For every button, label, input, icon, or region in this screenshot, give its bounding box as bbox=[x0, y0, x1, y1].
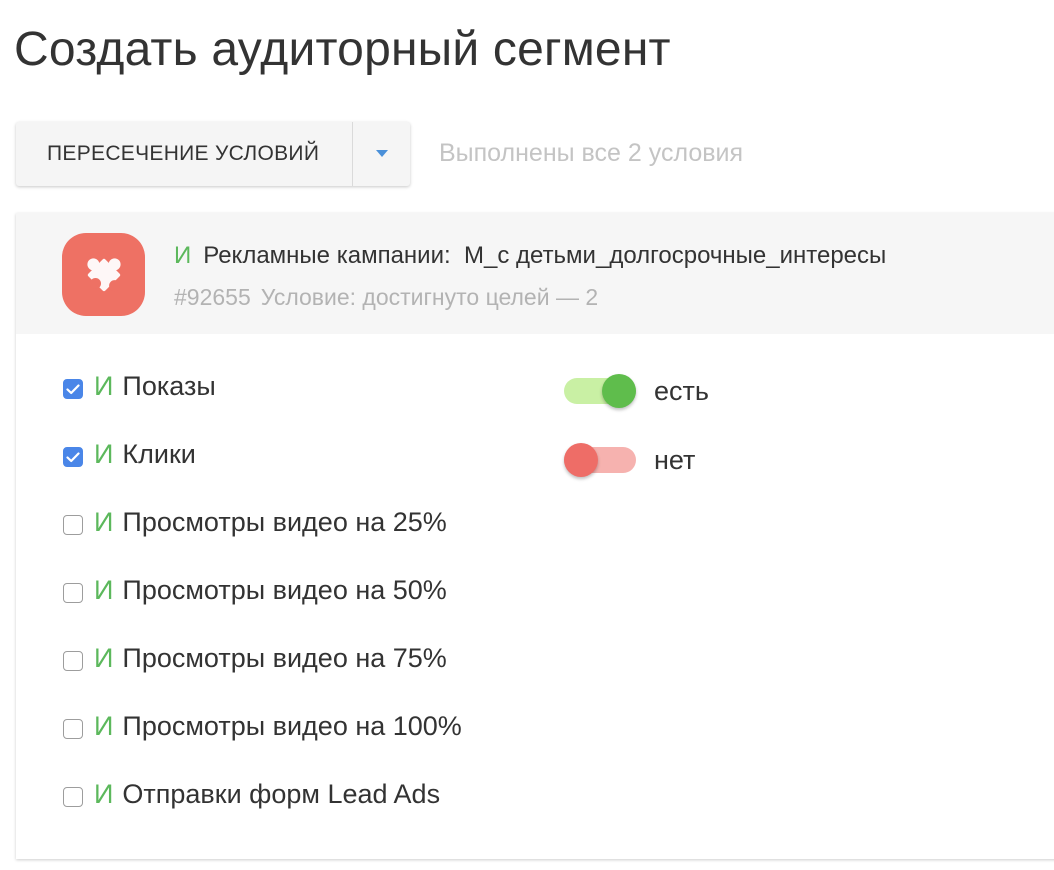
goal-option[interactable]: И Показы bbox=[63, 371, 462, 439]
campaign-name[interactable]: М_с детьми_долгосрочные_интересы bbox=[464, 242, 887, 269]
goal-label: Отправки форм Lead Ads bbox=[122, 779, 441, 809]
and-connector: И bbox=[94, 439, 114, 469]
goal-label: Просмотры видео на 50% bbox=[122, 575, 447, 605]
caret-down-icon bbox=[375, 150, 388, 157]
goal-label: Просмотры видео на 25% bbox=[122, 507, 447, 537]
toggle-switch-off[interactable] bbox=[564, 443, 636, 477]
condition-mode-select[interactable]: ПЕРЕСЕЧЕНИЕ УСЛОВИЙ bbox=[16, 122, 410, 186]
check-icon bbox=[66, 451, 80, 462]
goal-options: И Показы И Клики И Просмотры видео на 25… bbox=[63, 371, 462, 847]
and-connector: И bbox=[94, 643, 114, 673]
and-connector: И bbox=[94, 507, 114, 537]
goal-label: Просмотры видео на 100% bbox=[122, 711, 462, 741]
toggle-exists[interactable]: есть bbox=[564, 371, 709, 411]
checkbox[interactable] bbox=[63, 719, 83, 739]
condition-subtitle: #92655 Условие: достигнуто целей — 2 bbox=[174, 284, 598, 311]
puzzle-icon bbox=[62, 233, 145, 316]
checkbox[interactable] bbox=[63, 787, 83, 807]
goal-option[interactable]: И Просмотры видео на 100% bbox=[63, 711, 462, 779]
goal-label: Показы bbox=[122, 371, 216, 401]
page-title: Создать аудиторный сегмент bbox=[14, 23, 671, 76]
condition-card: И Рекламные кампании: М_с детьми_долгосро… bbox=[16, 213, 1054, 859]
condition-title: И Рекламные кампании: М_с детьми_долгосро… bbox=[174, 242, 886, 270]
goal-label: Просмотры видео на 75% bbox=[122, 643, 447, 673]
condition-header: И Рекламные кампании: М_с детьми_долгосро… bbox=[16, 213, 1054, 334]
checkbox-checked[interactable] bbox=[63, 379, 83, 399]
goal-option[interactable]: И Просмотры видео на 75% bbox=[63, 643, 462, 711]
goal-option[interactable]: И Просмотры видео на 50% bbox=[63, 575, 462, 643]
and-connector: И bbox=[94, 779, 114, 809]
and-connector: И bbox=[174, 242, 192, 269]
condition-source: Рекламные кампании: bbox=[203, 242, 451, 269]
toggle-label: есть bbox=[654, 375, 709, 406]
goal-option[interactable]: И Отправки форм Lead Ads bbox=[63, 779, 462, 847]
and-connector: И bbox=[94, 575, 114, 605]
and-connector: И bbox=[94, 371, 114, 401]
checkbox[interactable] bbox=[63, 583, 83, 603]
and-connector: И bbox=[94, 711, 114, 741]
conditions-met-hint: Выполнены все 2 условия bbox=[439, 139, 744, 167]
checkbox[interactable] bbox=[63, 651, 83, 671]
check-icon bbox=[66, 383, 80, 394]
condition-mode-label: ПЕРЕСЕЧЕНИЕ УСЛОВИЙ bbox=[47, 142, 320, 165]
toggle-knob[interactable] bbox=[564, 443, 598, 477]
condition-summary: Условие: достигнуто целей — 2 bbox=[260, 284, 599, 310]
checkbox-checked[interactable] bbox=[63, 447, 83, 467]
toggle-label: нет bbox=[654, 444, 696, 475]
goal-option[interactable]: И Просмотры видео на 25% bbox=[63, 507, 462, 575]
checkbox[interactable] bbox=[63, 515, 83, 535]
goal-label: Клики bbox=[122, 439, 196, 469]
toggle-not-exists[interactable]: нет bbox=[564, 440, 695, 480]
toggle-knob[interactable] bbox=[602, 374, 636, 408]
toggle-switch-on[interactable] bbox=[564, 374, 636, 408]
dropdown-toggle[interactable] bbox=[352, 122, 410, 186]
goal-option[interactable]: И Клики bbox=[63, 439, 462, 507]
condition-id: #92655 bbox=[174, 284, 251, 310]
